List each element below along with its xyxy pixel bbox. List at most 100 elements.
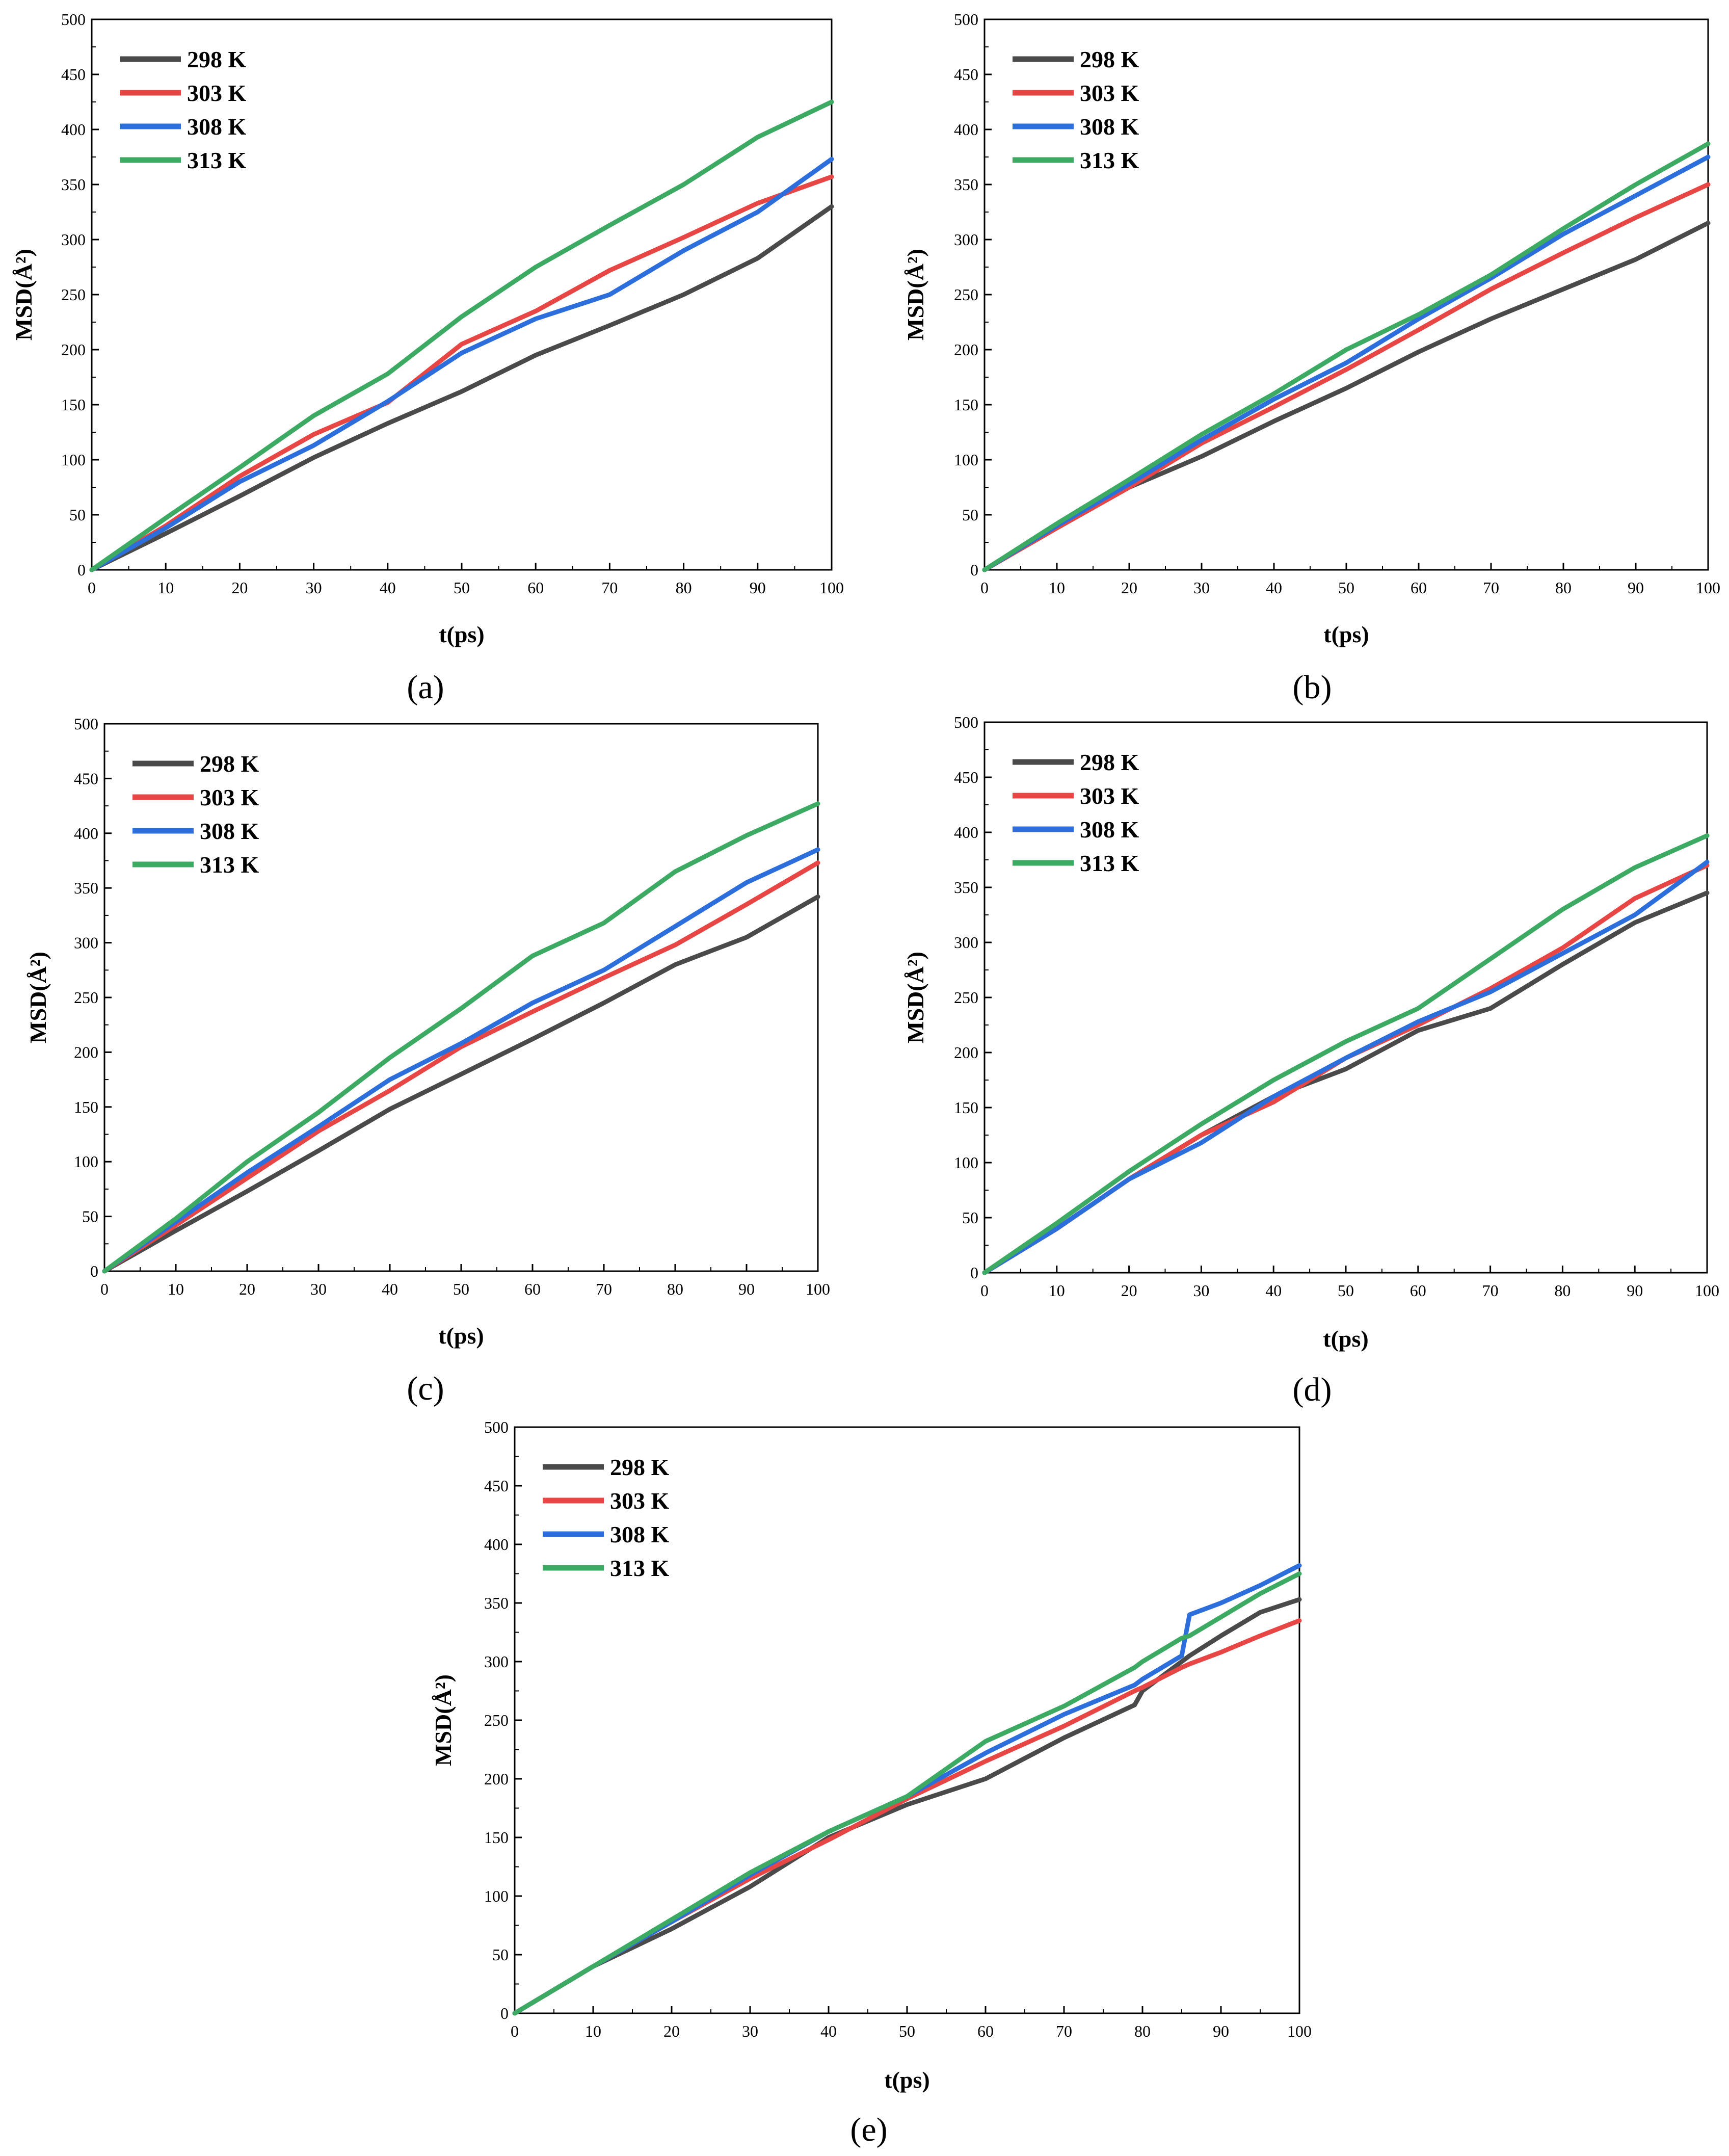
y-tick-label: 50 — [69, 506, 86, 524]
y-tick-label: 450 — [74, 769, 98, 787]
legend-label: 298 K — [200, 751, 259, 777]
series-line-303k — [982, 182, 1711, 572]
legend: 298 K 303 K 308 K 313 K — [1013, 749, 1139, 876]
x-tick-label: 100 — [1287, 2022, 1312, 2040]
y-tick-label: 200 — [484, 1770, 509, 1788]
y-tick-label: 200 — [954, 1043, 978, 1062]
x-tick-label: 70 — [1483, 579, 1499, 597]
x-tick-label: 40 — [380, 579, 396, 597]
panel-label: (a) — [407, 669, 444, 706]
y-tick-label: 250 — [74, 988, 98, 1007]
panel-a: 0 10 20 30 40 50 60 70 80 90 100 0 50 100 150 200 250 300… — [11, 10, 844, 706]
y-tick-label: 350 — [954, 878, 978, 897]
series-line-308k — [982, 154, 1711, 572]
series-line-313k — [982, 141, 1711, 572]
y-tick-label: 400 — [954, 823, 978, 842]
x-axis-title: t(ps) — [439, 621, 484, 647]
y-tick-label: 50 — [492, 1945, 509, 1964]
panel-d: 0 10 20 30 40 50 60 70 80 90 100 0 50 100 150 200 250 300… — [902, 713, 1719, 1408]
y-tick-label: 100 — [484, 1887, 509, 1905]
legend: 298 K 303 K 308 K 313 K — [543, 1454, 670, 1581]
legend: 298 K 303 K 308 K 313 K — [132, 751, 259, 878]
y-axis-title: MSD(Å²) — [902, 952, 928, 1043]
y-tick-label: 350 — [61, 175, 86, 194]
x-tick-label: 10 — [1049, 579, 1065, 597]
y-tick-label: 0 — [90, 1262, 98, 1280]
y-tick-label: 0 — [77, 561, 86, 579]
legend-label: 313 K — [1080, 850, 1139, 876]
series-line-303k — [89, 174, 834, 572]
x-tick-label: 100 — [806, 1280, 830, 1298]
legend-label: 303 K — [187, 80, 247, 106]
x-tick-label: 20 — [1121, 1281, 1137, 1300]
y-tick-label: 50 — [82, 1207, 98, 1226]
axis-ticks: 0 10 20 30 40 50 60 70 80 90 100 0 50 100 150 200 250 300… — [61, 10, 844, 597]
series-lines — [102, 801, 820, 1274]
y-tick-label: 250 — [484, 1711, 509, 1729]
x-tick-label: 90 — [1628, 579, 1644, 597]
panel-b: 0 10 20 30 40 50 60 70 80 90 100 0 50 100 150 200 250 300… — [902, 10, 1720, 706]
series-lines — [89, 99, 834, 572]
panel-e: 0 10 20 30 40 50 60 70 80 90 100 0 50 100 150 200 250 300… — [430, 1418, 1312, 2148]
x-tick-label: 20 — [663, 2022, 680, 2040]
series-line-298k — [512, 1597, 1302, 2016]
y-tick-label: 300 — [484, 1652, 509, 1671]
x-axis-title: t(ps) — [1323, 1326, 1368, 1352]
x-tick-label: 50 — [1338, 579, 1354, 597]
x-tick-label: 30 — [742, 2022, 758, 2040]
series-line-303k — [102, 860, 820, 1274]
series-line-308k — [512, 1563, 1302, 2016]
legend-label: 298 K — [1080, 749, 1139, 775]
y-tick-label: 0 — [970, 561, 978, 579]
plot-frame — [514, 1426, 1300, 2014]
legend-label: 313 K — [200, 852, 259, 878]
x-tick-label: 10 — [585, 2022, 601, 2040]
x-tick-label: 80 — [1134, 2022, 1151, 2040]
axis-ticks: 0 10 20 30 40 50 60 70 80 90 100 0 50 100 150 200 250 300… — [954, 10, 1720, 597]
y-tick-label: 150 — [954, 1098, 978, 1117]
y-tick-label: 100 — [61, 451, 86, 469]
y-tick-label: 400 — [484, 1535, 509, 1554]
legend-label: 308 K — [200, 818, 259, 844]
legend-label: 308 K — [610, 1521, 670, 1547]
panel-c: 0 10 20 30 40 50 60 70 80 90 100 0 50 100 150 200 250 300… — [25, 715, 830, 1407]
x-tick-label: 20 — [231, 579, 248, 597]
series-line-298k — [89, 204, 834, 572]
x-tick-label: 20 — [1121, 579, 1137, 597]
legend-label: 313 K — [610, 1555, 670, 1581]
y-tick-label: 350 — [74, 879, 98, 897]
series-line-313k — [102, 801, 820, 1274]
legend-label: 303 K — [1080, 783, 1139, 809]
y-tick-label: 450 — [484, 1477, 509, 1495]
panel-label: (e) — [850, 2111, 887, 2148]
y-tick-label: 300 — [954, 230, 978, 249]
y-tick-label: 50 — [962, 1208, 978, 1227]
series-line-308k — [982, 859, 1710, 1275]
y-axis-title: MSD(Å²) — [902, 249, 928, 340]
series-line-308k — [102, 847, 820, 1274]
panel-label: (c) — [407, 1370, 444, 1407]
y-tick-label: 50 — [962, 506, 978, 524]
legend-label: 298 K — [1080, 46, 1139, 72]
x-tick-label: 90 — [738, 1280, 755, 1298]
y-tick-label: 300 — [74, 934, 98, 952]
y-tick-label: 250 — [954, 988, 978, 1007]
y-tick-label: 100 — [74, 1152, 98, 1171]
y-tick-label: 300 — [61, 230, 86, 249]
x-tick-label: 10 — [157, 579, 174, 597]
y-tick-label: 200 — [61, 340, 86, 359]
series-line-303k — [512, 1618, 1302, 2016]
x-tick-label: 80 — [667, 1280, 683, 1298]
series-lines — [982, 833, 1710, 1275]
y-tick-label: 150 — [484, 1828, 509, 1847]
y-tick-label: 450 — [954, 768, 978, 786]
y-tick-label: 500 — [954, 713, 978, 731]
series-lines — [982, 141, 1711, 572]
legend-label: 308 K — [187, 114, 247, 140]
series-line-313k — [512, 1571, 1302, 2016]
legend-label: 313 K — [1080, 147, 1139, 173]
y-tick-label: 350 — [954, 175, 978, 194]
axis-ticks: 0 10 20 30 40 50 60 70 80 90 100 0 50 100 150 200 250 300… — [484, 1418, 1312, 2040]
legend-label: 303 K — [1080, 80, 1139, 106]
